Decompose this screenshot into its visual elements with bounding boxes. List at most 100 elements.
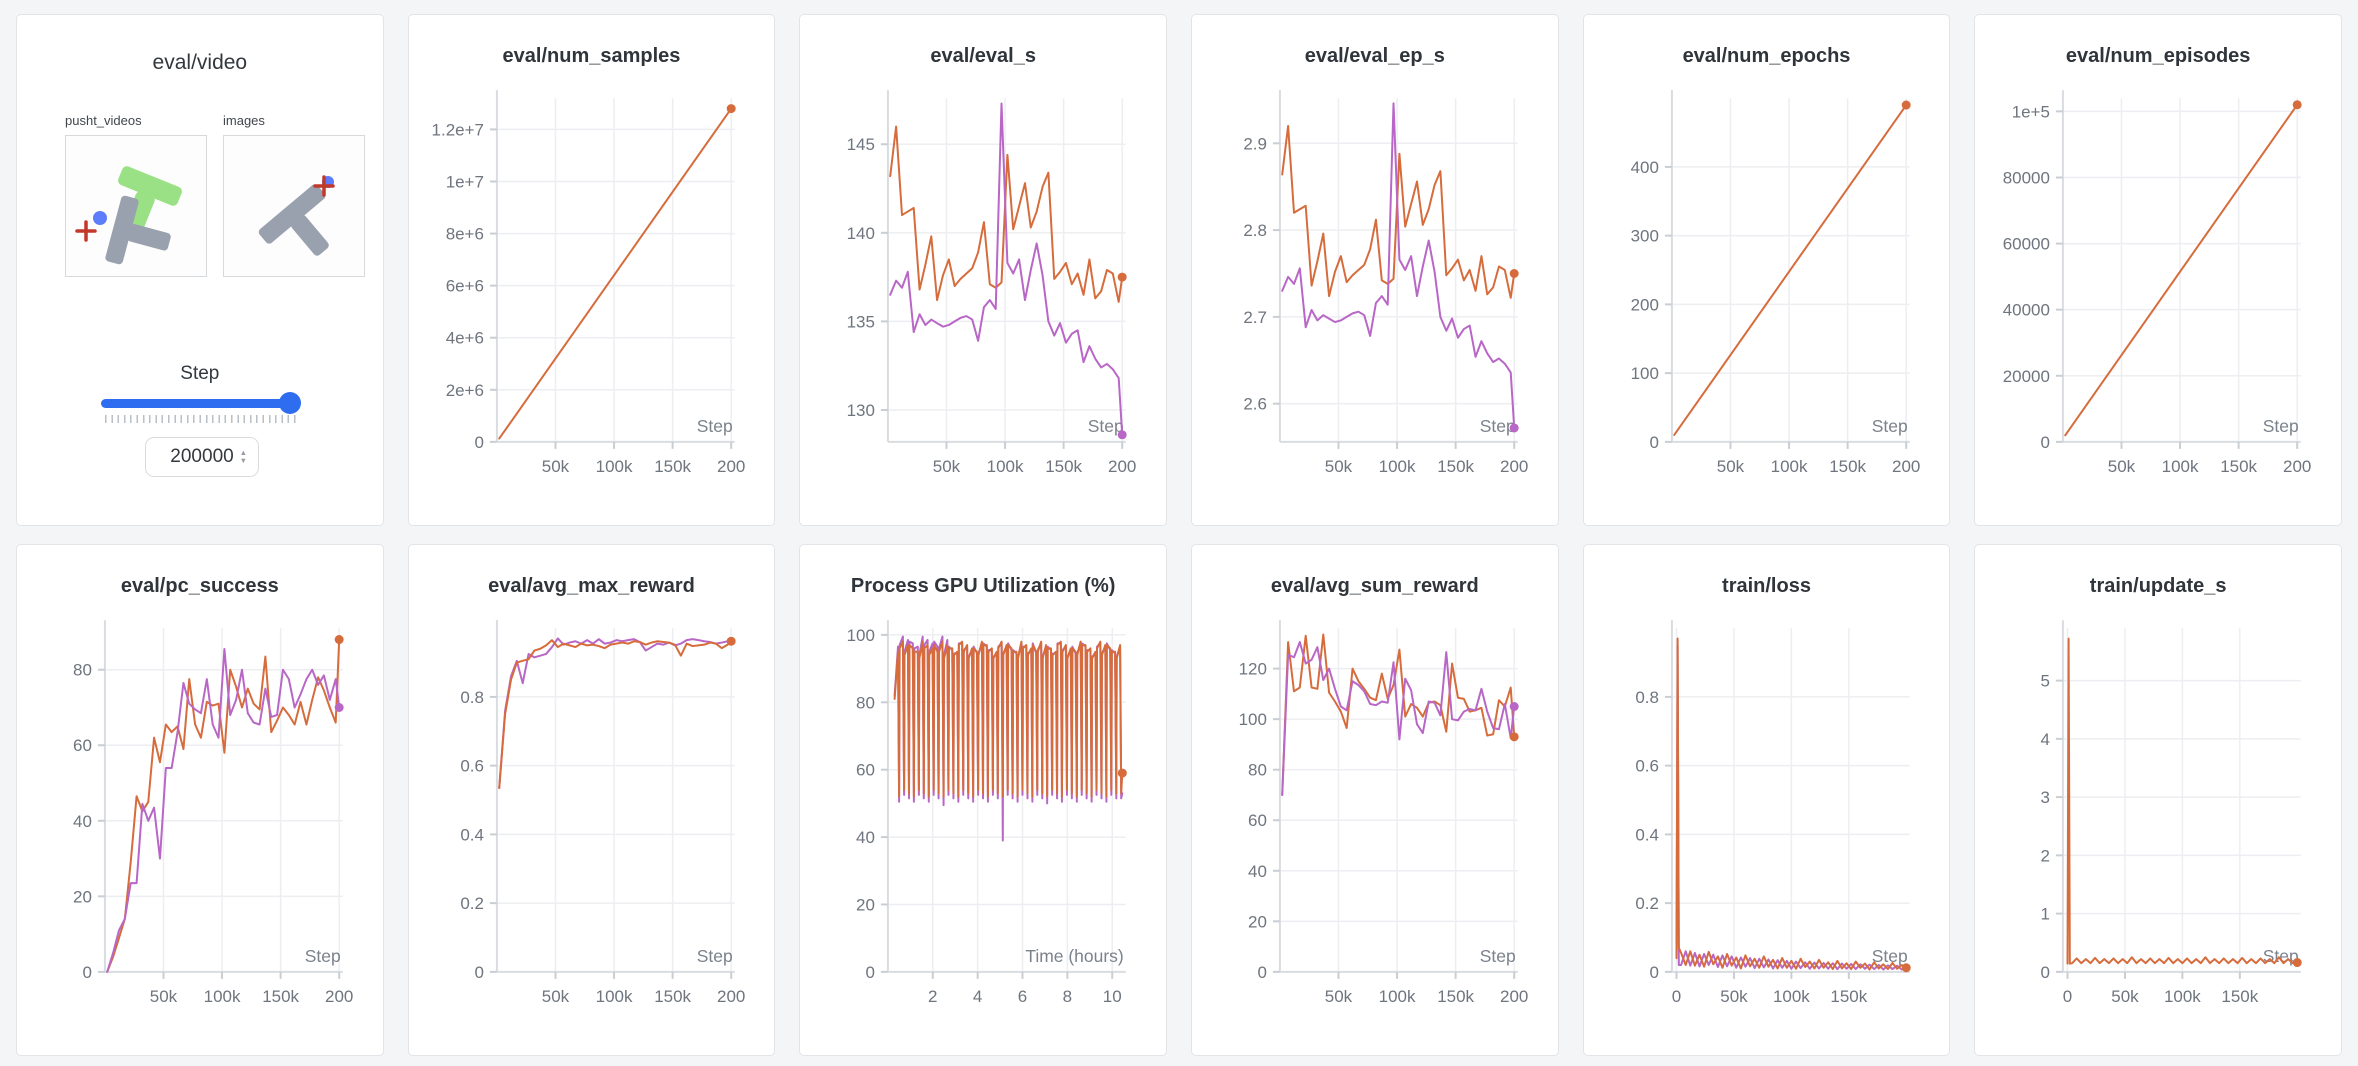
series-end-dot-orange bbox=[1118, 272, 1128, 282]
series-line-purple bbox=[1281, 102, 1516, 429]
x-tick-label: 100k bbox=[595, 457, 632, 476]
series-line-orange bbox=[497, 107, 732, 440]
chart-canvas[interactable]: 50k 100k 150k 200 130 135 140 145 Step bbox=[800, 68, 1166, 520]
chart-canvas[interactable]: 50k 100k 150k 200 0 20 40 60 80 Step bbox=[17, 598, 383, 1050]
x-axis-title: Time (hours) bbox=[1026, 946, 1124, 966]
pusht-videos-thumbnail[interactable] bbox=[65, 135, 207, 277]
chart-canvas[interactable]: 50k 100k 150k 200 2.6 2.7 2.8 2.9 Step bbox=[1192, 68, 1558, 520]
chart-panel-eval-num-epochs[interactable]: eval/num_epochs 50k 100k 150k 200 0 100 200 300 4… bbox=[1582, 14, 1951, 526]
x-tick-label: 150k bbox=[262, 987, 299, 1006]
x-tick-label: 50k bbox=[933, 457, 961, 476]
x-axis-title: Step bbox=[2263, 416, 2299, 436]
series-end-dot-orange bbox=[726, 636, 736, 646]
chart-canvas[interactable]: 50k 100k 150k 200 0 20000 40000 60000 80000 1e+5 S… bbox=[1975, 68, 2341, 520]
x-tick-label: 150k bbox=[1829, 457, 1866, 476]
x-axis-title: Step bbox=[1480, 946, 1516, 966]
x-tick-label: 100k bbox=[595, 987, 632, 1006]
y-tick-label: 0 bbox=[474, 963, 483, 982]
spinner-up-icon[interactable]: ▲ bbox=[239, 448, 247, 457]
x-tick-label: 150k bbox=[1046, 457, 1083, 476]
chart-title: eval/pc_success bbox=[120, 575, 279, 597]
chart-canvas[interactable]: 50k 100k 150k 200 0 0.2 0.4 0.6 0.8 Step bbox=[409, 598, 775, 1050]
y-tick-label: 60 bbox=[73, 736, 92, 755]
spinner-down-icon[interactable]: ▼ bbox=[239, 456, 247, 465]
x-tick-label: 100k bbox=[2164, 987, 2201, 1006]
chart-panel-eval-eval-s[interactable]: eval/eval_s 50k 100k 150k 200 130 135 140 145 Ste… bbox=[799, 14, 1167, 526]
x-tick-label: 50k bbox=[2108, 457, 2136, 476]
chart-panel-eval-num-episodes[interactable]: eval/num_episodes 50k 100k 150k 200 0 20000 400… bbox=[1974, 14, 2342, 526]
chart-panel-train-loss[interactable]: train/loss 0 50k 100k 150k 0 0.2 0.4 0.6 0.8 Step bbox=[1582, 544, 1951, 1056]
y-tick-label: 0.6 bbox=[1635, 757, 1659, 776]
series-line-purple bbox=[889, 102, 1124, 436]
x-tick-label: 100k bbox=[204, 987, 241, 1006]
chart-canvas[interactable]: 0 50k 100k 150k 0 0.2 0.4 0.6 0.8 Step bbox=[1584, 598, 1950, 1050]
chart-canvas[interactable]: 50k 100k 150k 200 0 20 40 60 80 100 120 Step bbox=[1192, 598, 1558, 1050]
chart-panel-train-update-s[interactable]: train/update_s 0 50k 100k 150k 0 1 2 3 4 5 Step bbox=[1974, 544, 2342, 1056]
y-tick-label: 80 bbox=[856, 693, 875, 712]
x-tick-label: 50k bbox=[541, 987, 569, 1006]
series-end-dot-orange bbox=[726, 104, 736, 114]
slider-tick-marks bbox=[105, 415, 297, 423]
chart-canvas[interactable]: 50k 100k 150k 200 0 2e+6 4e+6 6e+6 8e+6 1e+7 1.2e+… bbox=[409, 68, 775, 520]
y-tick-label: 135 bbox=[847, 312, 875, 331]
chart-canvas[interactable]: 50k 100k 150k 200 0 100 200 300 400 Step bbox=[1584, 68, 1950, 520]
y-tick-label: 400 bbox=[1630, 158, 1658, 177]
y-tick-label: 6e+6 bbox=[445, 277, 483, 296]
x-tick-label: 50k bbox=[1716, 457, 1744, 476]
x-tick-label: 200 bbox=[1108, 457, 1136, 476]
y-tick-label: 2 bbox=[2041, 846, 2050, 865]
series-line-orange bbox=[889, 125, 1124, 303]
x-tick-label: 0 bbox=[1671, 987, 1680, 1006]
y-tick-label: 0 bbox=[2041, 433, 2050, 452]
y-tick-label: 2.7 bbox=[1243, 308, 1267, 327]
image-frame bbox=[258, 175, 335, 256]
step-slider[interactable] bbox=[101, 392, 301, 414]
y-tick-label: 0 bbox=[82, 963, 91, 982]
y-tick-label: 5 bbox=[2041, 672, 2050, 691]
y-tick-label: 200 bbox=[1630, 295, 1658, 314]
x-tick-label: 50k bbox=[1325, 987, 1353, 1006]
gray-tee-shape bbox=[105, 195, 171, 265]
x-axis-title: Step bbox=[1480, 416, 1516, 436]
agent-dot bbox=[93, 211, 107, 225]
x-tick-label: 2 bbox=[928, 987, 937, 1006]
media-panel-eval-video[interactable]: eval/video pusht_videos images bbox=[16, 14, 384, 526]
x-tick-label: 50k bbox=[1720, 987, 1748, 1006]
chart-title: eval/avg_max_reward bbox=[488, 575, 695, 597]
series-line-orange bbox=[1675, 637, 1907, 971]
series-line-purple bbox=[106, 647, 341, 973]
chart-panel-eval-avg-max-reward[interactable]: eval/avg_max_reward 50k 100k 150k 200 0 0.2 0.4… bbox=[407, 544, 776, 1056]
y-tick-label: 40 bbox=[73, 812, 92, 831]
x-axis-title: Step bbox=[305, 946, 341, 966]
images-thumbnail[interactable] bbox=[223, 135, 365, 277]
step-value-input[interactable]: 200000 ▲ ▼ bbox=[145, 437, 259, 477]
y-tick-label: 80 bbox=[73, 661, 92, 680]
x-tick-label: 150k bbox=[2222, 987, 2259, 1006]
step-slider-thumb[interactable] bbox=[279, 392, 301, 414]
y-tick-label: 0.4 bbox=[460, 825, 484, 844]
media-label-images: images bbox=[223, 113, 265, 128]
target-cross-icon bbox=[313, 175, 335, 197]
series-end-dot-orange bbox=[2293, 100, 2303, 110]
series-line-purple bbox=[1675, 644, 1907, 971]
pusht-video-frame bbox=[75, 166, 182, 265]
chart-panel-eval-avg-sum-reward[interactable]: eval/avg_sum_reward 50k 100k 150k 200 0 20 40 60… bbox=[1190, 544, 1559, 1056]
y-tick-label: 300 bbox=[1630, 227, 1658, 246]
series-end-dot-orange bbox=[334, 635, 344, 645]
series-end-dot-purple bbox=[334, 702, 344, 712]
y-tick-label: 0 bbox=[1649, 433, 1658, 452]
series-end-dot-orange bbox=[2293, 958, 2303, 968]
chart-panel-eval-pc-success[interactable]: eval/pc_success 50k 100k 150k 200 0 20 40 60 80 St… bbox=[16, 544, 384, 1056]
chart-panel-process-gpu-utilization-[interactable]: Process GPU Utilization (%) 2 4 6 8 10 0 20 40 60… bbox=[799, 544, 1167, 1056]
y-tick-label: 80 bbox=[1248, 761, 1267, 780]
chart-panel-eval-num-samples[interactable]: eval/num_samples 50k 100k 150k 200 0 2e+6 4e+6 6… bbox=[407, 14, 776, 526]
chart-title: eval/num_episodes bbox=[2065, 45, 2251, 67]
series-line-purple bbox=[497, 637, 732, 790]
y-tick-label: 60000 bbox=[2003, 235, 2050, 254]
chart-panel-eval-eval-ep-s[interactable]: eval/eval_ep_s 50k 100k 150k 200 2.6 2.7 2.8 2.9… bbox=[1190, 14, 1559, 526]
x-tick-label: 100k bbox=[987, 457, 1024, 476]
x-tick-label: 6 bbox=[1018, 987, 1027, 1006]
x-tick-label: 200 bbox=[1500, 457, 1528, 476]
